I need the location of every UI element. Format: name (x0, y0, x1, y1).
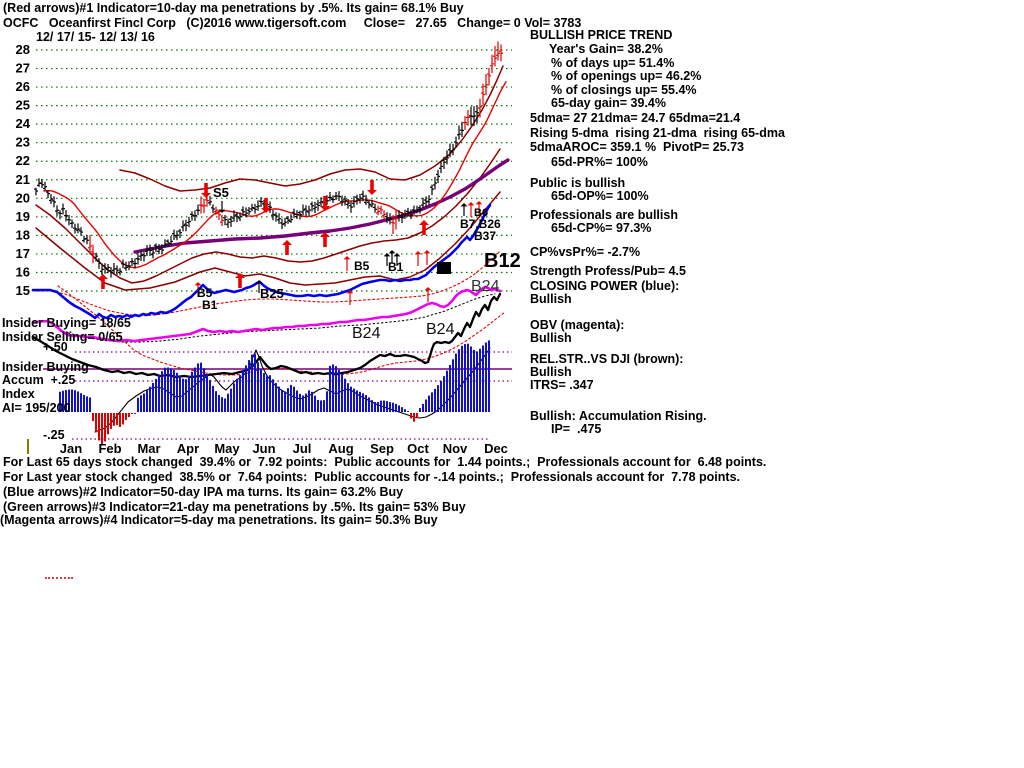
gain-65day-stat: 65-day gain= 39.4% (551, 96, 666, 110)
svg-text:21: 21 (16, 172, 30, 187)
public-bullish-line: Public is bullish (530, 176, 626, 190)
svg-text:B37: B37 (474, 229, 496, 243)
indicator1-legend: (Red arrows)#1 Indicator=10-day ma penet… (3, 1, 464, 15)
dma-rising-stat: Rising 5-dma rising 21-dma rising 65-dma (530, 126, 785, 140)
pr65-stat: 65d-PR%= 100% (551, 155, 648, 169)
svg-text:Jul: Jul (293, 441, 312, 456)
plus-50-level-label: +.50 (43, 340, 68, 354)
cp-vs-pr-stat: CP%vsPr%= -2.7% (530, 245, 641, 259)
svg-text:B7,B26: B7,B26 (460, 217, 501, 231)
svg-text:26: 26 (16, 79, 30, 94)
summary-year-line: For Last year stock changed 38.5% or 7.6… (3, 470, 740, 484)
svg-text:Jun: Jun (252, 441, 275, 456)
accum-ai-value: AI= 195/200 (2, 401, 71, 415)
openings-up-stat: % of openings up= 46.2% (551, 69, 702, 83)
indicator3-legend: (Green arrows)#3 Indicator=21-day ma pen… (3, 500, 466, 514)
summary-65day-line: For Last 65 days stock changed 39.4% or … (3, 455, 767, 469)
days-up-stat: % of days up= 51.4% (551, 56, 675, 70)
closing-power-title: CLOSING POWER (blue): (530, 279, 680, 293)
svg-text:B24: B24 (352, 325, 381, 342)
svg-text:Nov: Nov (443, 441, 468, 456)
svg-text:B12: B12 (484, 250, 521, 272)
relstr-status: Bullish (530, 365, 572, 379)
svg-text:19: 19 (16, 209, 30, 224)
accum-index-title-1: Insider Buying (2, 360, 89, 374)
svg-text:Jan: Jan (60, 441, 82, 456)
svg-text:27: 27 (16, 61, 30, 76)
op65-stat: 65d-OP%= 100% (551, 189, 649, 203)
obv-title: OBV (magenta): (530, 318, 625, 332)
svg-text:B5: B5 (197, 286, 213, 300)
svg-text:24: 24 (16, 116, 31, 131)
svg-text:Oct: Oct (407, 441, 429, 456)
svg-text:B24: B24 (471, 278, 500, 295)
svg-text:B6: B6 (474, 207, 488, 219)
svg-text:23: 23 (16, 135, 30, 150)
svg-text:18: 18 (16, 227, 30, 242)
svg-text:Dec: Dec (484, 441, 508, 456)
itrs-stat: ITRS= .347 (530, 378, 594, 392)
accumulation-status: Bullish: Accumulation Rising. (530, 409, 707, 423)
insider-selling-count-label: Insider Selling= 0/65 (2, 330, 123, 344)
svg-text:28: 28 (16, 42, 30, 57)
svg-text:B1: B1 (388, 260, 404, 274)
strength-ratio-stat: Strength Profess/Pub= 4.5 (530, 264, 686, 278)
stock-title-line: OCFC Oceanfirst Fincl Corp (C)2016 www.t… (3, 16, 582, 30)
svg-text:17: 17 (16, 246, 30, 261)
years-gain-stat: Year's Gain= 38.2% (549, 42, 663, 56)
relstr-title: REL.STR..VS DJI (brown): (530, 352, 684, 366)
svg-text:22: 22 (16, 153, 30, 168)
closings-up-stat: % of closings up= 55.4% (551, 83, 697, 97)
date-range-label: 12/ 17/ 15- 12/ 13/ 16 (36, 30, 155, 44)
insider-buying-count-label: Insider Buying= 18/65 (2, 316, 131, 330)
accum-index-title-2: Accum +.25 (2, 373, 76, 387)
svg-text:May: May (214, 441, 240, 456)
obv-status: Bullish (530, 331, 572, 345)
svg-text:B1: B1 (202, 298, 218, 312)
ip-stat: IP= .475 (551, 422, 602, 436)
svg-text:Apr: Apr (177, 441, 199, 456)
accum-index-title-3: Index (2, 387, 35, 401)
svg-text:20: 20 (16, 190, 30, 205)
svg-text:B5: B5 (354, 259, 370, 273)
trend-headline: BULLISH PRICE TREND (530, 28, 673, 42)
svg-text:B25: B25 (260, 286, 284, 301)
indicator4-legend: (Magenta arrows)#4 Indicator=5-day ma pe… (0, 513, 438, 527)
svg-text:Sep: Sep (370, 441, 394, 456)
indicator2-legend: (Blue arrows)#2 Indicator=50-day IPA ma … (3, 485, 404, 499)
cp65-stat: 65d-CP%= 97.3% (551, 221, 652, 235)
svg-text:B24: B24 (426, 321, 455, 338)
svg-text:16: 16 (16, 264, 30, 279)
svg-text:15: 15 (16, 283, 30, 298)
dma-values-stat: 5dma= 27 21dma= 24.7 65dma=21.4 (530, 111, 741, 125)
svg-text:25: 25 (16, 98, 30, 113)
professionals-line: Professionals are bullish (530, 208, 678, 222)
minus-25-level-label: -.25 (43, 428, 65, 442)
svg-text:Feb: Feb (98, 441, 121, 456)
aroc-pivot-stat: 5dmaAROC= 359.1 % PivotP= 25.73 (530, 140, 744, 154)
svg-text:Aug: Aug (328, 441, 353, 456)
svg-text:Mar: Mar (137, 441, 160, 456)
closing-power-status: Bullish (530, 292, 572, 306)
svg-text:S5: S5 (213, 185, 229, 200)
stray-red-dots-mark (45, 577, 73, 579)
